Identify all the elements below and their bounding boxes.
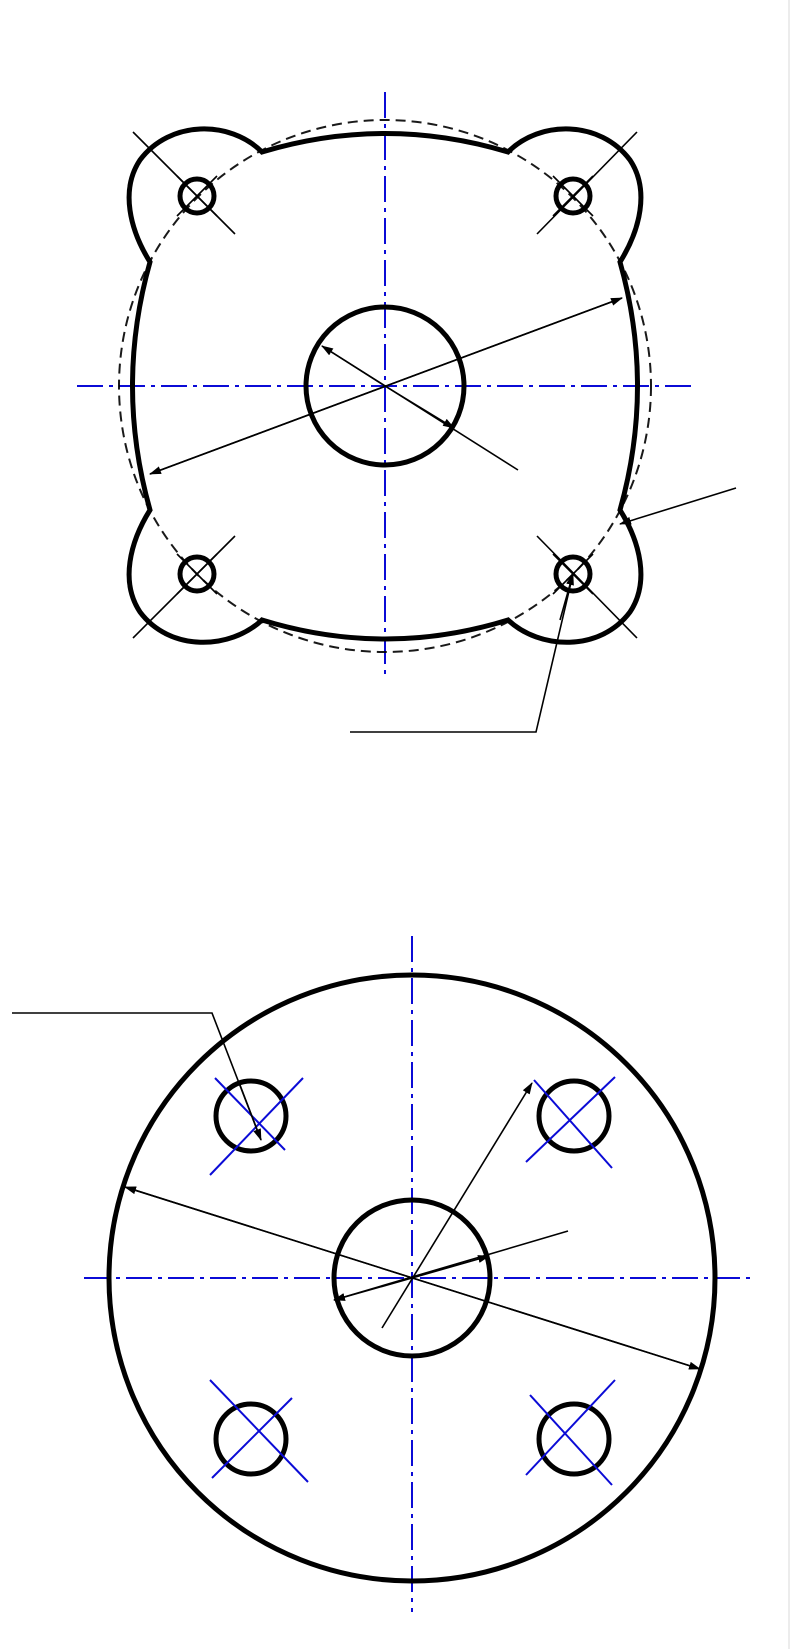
top-bore-arrow-2 bbox=[384, 385, 455, 429]
bottom-bolt-hole-bl bbox=[209, 1379, 309, 1483]
top-center-bore bbox=[303, 304, 467, 468]
bottom-bore-arrow-2 bbox=[411, 1255, 490, 1279]
bottom-bolt-hole-br bbox=[525, 1379, 616, 1486]
bottom-bolt-circle-radius-line bbox=[381, 1082, 533, 1329]
top-bore-arrow-1 bbox=[321, 345, 386, 387]
bottom-bolt-hole-tr bbox=[525, 1076, 616, 1169]
top-hole-leader-arrow bbox=[559, 573, 574, 621]
top-hole-leader bbox=[350, 573, 574, 733]
bottom-flange-view bbox=[12, 936, 754, 1612]
top-lobe-radius-leader bbox=[619, 487, 737, 525]
bottom-flange-outline bbox=[106, 972, 718, 1584]
top-bolt-hole-tr bbox=[536, 131, 638, 235]
bottom-center-bore bbox=[331, 1197, 493, 1359]
top-bolt-hole-tl bbox=[132, 131, 236, 235]
top-bolt-hole-br bbox=[536, 535, 638, 639]
sheet-edge bbox=[788, 0, 790, 1649]
bottom-hole-leader bbox=[12, 1012, 262, 1141]
top-bolt-hole-bl bbox=[132, 535, 236, 639]
top-bolt-circle bbox=[118, 119, 652, 653]
top-flange-view bbox=[77, 92, 737, 733]
bottom-hole-leader-arrow bbox=[239, 1084, 262, 1141]
bottom-bore-arrow-1 bbox=[333, 1277, 413, 1301]
